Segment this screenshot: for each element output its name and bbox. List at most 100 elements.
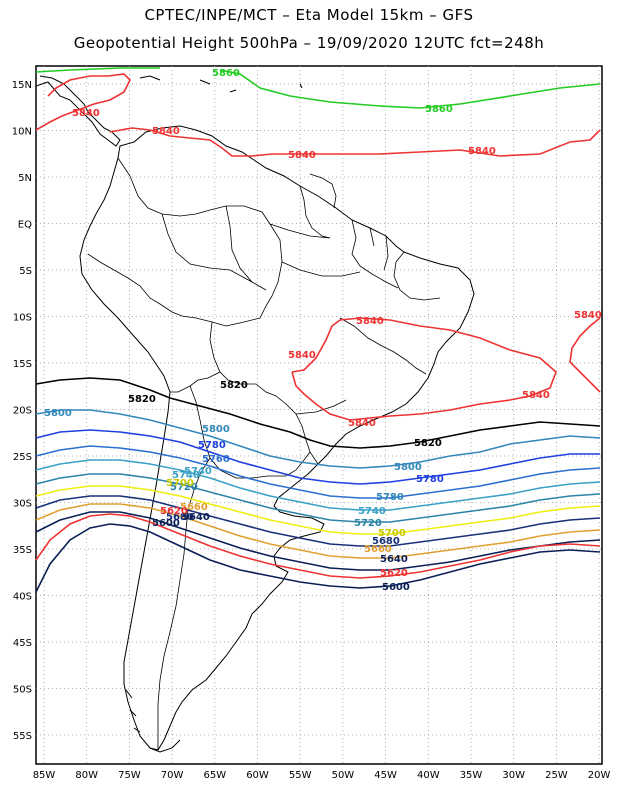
contour-5700 bbox=[35, 485, 601, 535]
lon-label: 50W bbox=[332, 770, 355, 781]
contour-label: 5700 bbox=[166, 478, 194, 489]
contour-label: 5860 bbox=[212, 68, 240, 79]
lon-label: 75W bbox=[118, 770, 141, 781]
contour-label: 5820 bbox=[220, 380, 248, 391]
contour-5840-d bbox=[569, 317, 601, 393]
lat-label: 40S bbox=[13, 592, 32, 603]
lat-label: 50S bbox=[13, 685, 32, 696]
contour-label: 5720 bbox=[354, 518, 382, 529]
lat-label: 25S bbox=[13, 452, 32, 463]
map-frame bbox=[35, 65, 603, 765]
contour-label: 5720 bbox=[170, 482, 198, 493]
lon-label: 45W bbox=[374, 770, 397, 781]
contour-5600 bbox=[35, 523, 601, 593]
contour-label: 5740 bbox=[172, 470, 200, 481]
contour-label: 5840 bbox=[72, 108, 100, 119]
contour-5720 bbox=[35, 473, 601, 523]
contour-label: 5600 bbox=[152, 518, 180, 529]
contour-label: 5680 bbox=[372, 536, 400, 547]
contour-5860-a bbox=[35, 67, 160, 73]
lon-label: 25W bbox=[545, 770, 568, 781]
lat-label: 5N bbox=[18, 173, 32, 184]
contour-label: 5800 bbox=[44, 408, 72, 419]
contour-5820 bbox=[35, 377, 601, 449]
contour-label: 5760 bbox=[202, 454, 230, 465]
contour-5760 bbox=[35, 445, 601, 499]
lon-label: 20W bbox=[588, 770, 611, 781]
contour-label: 5700 bbox=[378, 528, 406, 539]
lon-label: 70W bbox=[161, 770, 184, 781]
contour-label: 5660 bbox=[180, 502, 208, 513]
contour-5740 bbox=[35, 459, 601, 511]
contour-5840-b bbox=[109, 127, 601, 157]
lon-label: 35W bbox=[460, 770, 483, 781]
contour-5640 bbox=[35, 511, 601, 571]
contour-label: 5640 bbox=[380, 554, 408, 565]
lat-label: 5S bbox=[19, 266, 32, 277]
grid-lines bbox=[36, 66, 602, 764]
contour-label: 5620 bbox=[160, 506, 188, 517]
lon-label: 60W bbox=[246, 770, 269, 781]
contour-labels: 5860 5860 5840 5840 5840 5840 5840 5840 … bbox=[44, 68, 602, 593]
contour-label: 5780 bbox=[416, 474, 444, 485]
contour-label: 5600 bbox=[382, 582, 410, 593]
contour-label: 5840 bbox=[288, 350, 316, 361]
central-america-coast bbox=[35, 75, 121, 147]
south-america-coast bbox=[79, 125, 475, 751]
contour-5800 bbox=[35, 409, 601, 469]
lon-label: 30W bbox=[502, 770, 525, 781]
lat-label: 20S bbox=[13, 406, 32, 417]
contour-label: 5780 bbox=[198, 440, 226, 451]
lat-label: 10S bbox=[13, 313, 32, 324]
contour-5840-c bbox=[291, 317, 557, 421]
contour-5680 bbox=[35, 495, 601, 547]
lat-label: 55S bbox=[13, 731, 32, 742]
contour-label: 5780 bbox=[376, 492, 404, 503]
lat-label: 35S bbox=[13, 545, 32, 556]
contour-label: 5840 bbox=[152, 126, 180, 137]
contour-5620 bbox=[35, 513, 601, 579]
lon-label: 85W bbox=[33, 770, 56, 781]
lat-label: 30S bbox=[13, 499, 32, 510]
contour-label: 5840 bbox=[468, 146, 496, 157]
contour-5780 bbox=[35, 429, 600, 485]
caribbean-islands bbox=[139, 75, 303, 93]
contour-label: 5640 bbox=[182, 512, 210, 523]
contour-label: 5740 bbox=[184, 466, 212, 477]
longitude-labels: 85W 80W 75W 70W 65W 60W 55W 50W 45W 40W 35W 30W 25W 2… bbox=[33, 770, 611, 781]
title-line-1: CPTEC/INPE/MCT – Eta Model 15km – GFS bbox=[144, 6, 474, 24]
lon-label: 65W bbox=[203, 770, 226, 781]
tierra-del-fuego bbox=[125, 689, 181, 753]
contour-label: 5840 bbox=[348, 418, 376, 429]
lat-label: 15S bbox=[13, 359, 32, 370]
coastlines bbox=[35, 75, 475, 753]
lat-label: EQ bbox=[18, 220, 32, 231]
contour-label: 5740 bbox=[358, 506, 386, 517]
contour-label: 5840 bbox=[522, 390, 550, 401]
contour-label: 5820 bbox=[414, 438, 442, 449]
contour-5840-a bbox=[35, 73, 131, 131]
contour-label: 5840 bbox=[356, 316, 384, 327]
contour-label: 5800 bbox=[202, 424, 230, 435]
country-borders bbox=[87, 157, 441, 750]
contours bbox=[35, 67, 601, 593]
contour-label: 5840 bbox=[288, 150, 316, 161]
lat-label: 10N bbox=[12, 127, 32, 138]
lon-label: 80W bbox=[75, 770, 98, 781]
contour-5860-b bbox=[219, 69, 601, 109]
contour-label: 5800 bbox=[394, 462, 422, 473]
contour-label: 5840 bbox=[574, 310, 602, 321]
contour-label: 5680 bbox=[166, 512, 194, 523]
title-line-2: Geopotential Height 500hPa – 19/09/2020 … bbox=[73, 34, 545, 52]
lon-label: 55W bbox=[289, 770, 312, 781]
lat-label: 15N bbox=[12, 80, 32, 91]
lat-label: 45S bbox=[13, 638, 32, 649]
contour-label: 5660 bbox=[364, 544, 392, 555]
lon-label: 40W bbox=[417, 770, 440, 781]
contour-label: 5860 bbox=[425, 104, 453, 115]
latitude-labels: 15N 10N 5N EQ 5S 10S 15S 20S 25S 30S 35S 40S 45S 50S 5… bbox=[12, 80, 32, 742]
contour-label: 5820 bbox=[128, 394, 156, 405]
contour-label: 5620 bbox=[380, 568, 408, 579]
contour-5660 bbox=[35, 503, 601, 559]
